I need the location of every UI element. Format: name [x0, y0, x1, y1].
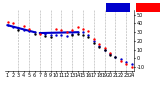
Point: [71, 33, 74, 35]
Point: [71, 34, 74, 35]
Point: [82, 34, 84, 35]
Point: [55, 34, 57, 35]
Point: [44, 35, 47, 36]
Point: [33, 31, 36, 33]
Point: [28, 31, 30, 32]
Point: [76, 33, 79, 35]
Point: [39, 32, 41, 34]
Point: [17, 27, 20, 29]
Point: [103, 50, 106, 51]
Point: [87, 36, 90, 37]
Point: [66, 31, 68, 33]
Point: [114, 56, 117, 57]
Point: [33, 33, 36, 35]
Point: [12, 23, 14, 24]
Point: [87, 34, 90, 35]
Point: [28, 28, 30, 29]
Point: [82, 28, 84, 29]
Point: [22, 25, 25, 27]
Point: [82, 31, 84, 33]
Point: [109, 54, 111, 56]
Point: [49, 37, 52, 38]
Point: [71, 30, 74, 31]
Point: [98, 45, 101, 47]
Point: [6, 25, 9, 26]
Point: [103, 47, 106, 49]
Point: [109, 52, 111, 54]
Point: [60, 34, 63, 35]
Point: [49, 34, 52, 35]
Point: [76, 26, 79, 28]
Point: [6, 21, 9, 22]
Bar: [106, 3, 130, 12]
Point: [130, 64, 133, 65]
Point: [93, 40, 95, 42]
Point: [120, 60, 122, 62]
Point: [130, 66, 133, 68]
Point: [98, 44, 101, 45]
Point: [55, 28, 57, 29]
Point: [66, 35, 68, 36]
Point: [103, 49, 106, 50]
Point: [93, 42, 95, 43]
Point: [114, 57, 117, 58]
Point: [109, 53, 111, 55]
Point: [17, 30, 20, 31]
Point: [44, 33, 47, 35]
Point: [60, 29, 63, 30]
Point: [12, 26, 14, 28]
Point: [39, 33, 41, 35]
Point: [76, 31, 79, 33]
Point: [93, 38, 95, 40]
Point: [120, 58, 122, 60]
Point: [22, 29, 25, 30]
Point: [125, 61, 128, 62]
Point: [98, 46, 101, 48]
Point: [87, 31, 90, 32]
Point: [125, 63, 128, 64]
Bar: [136, 3, 160, 12]
